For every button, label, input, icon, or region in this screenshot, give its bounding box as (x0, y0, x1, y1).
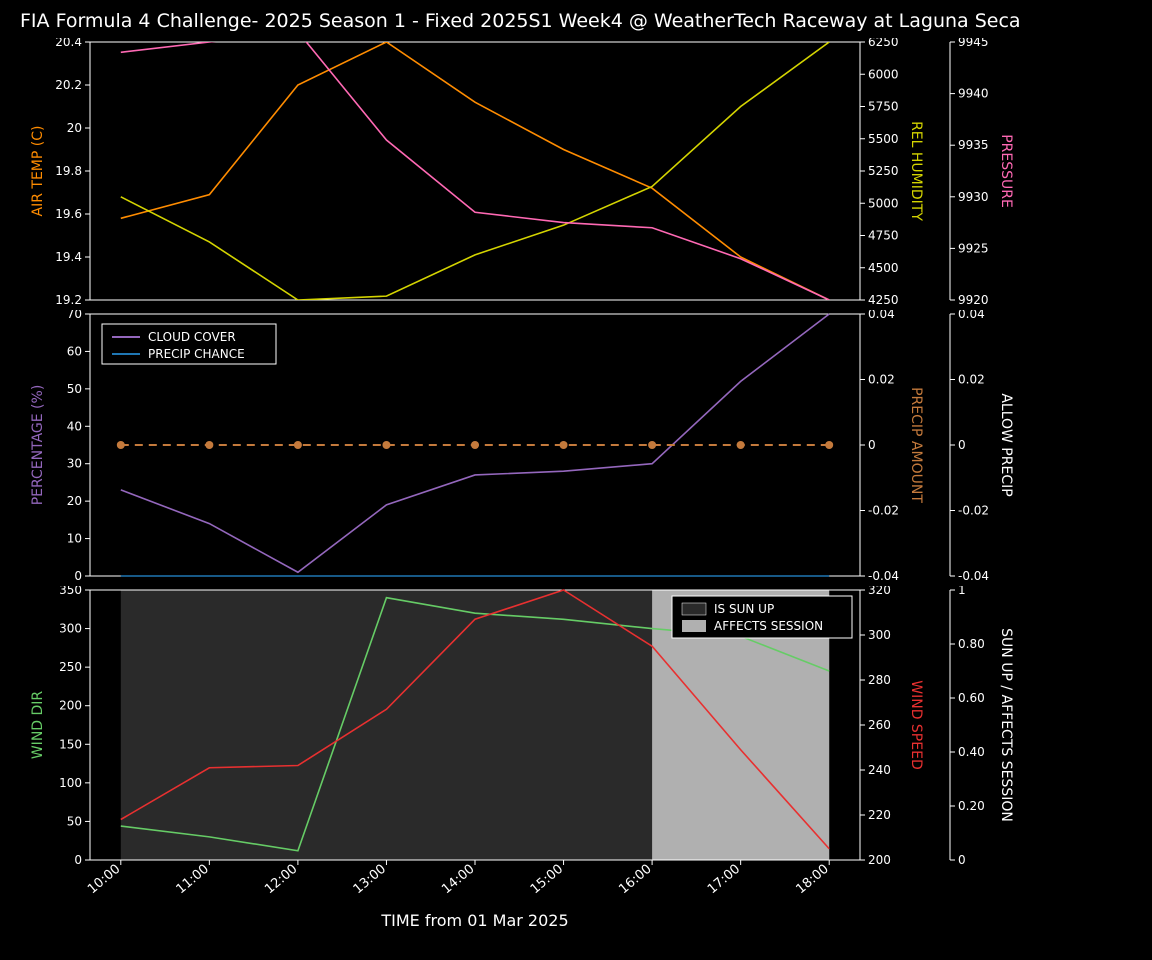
svg-text:10:00: 10:00 (85, 862, 123, 898)
svg-text:0.02: 0.02 (958, 373, 985, 387)
svg-text:IS SUN UP: IS SUN UP (714, 602, 774, 616)
svg-text:ALLOW PRECIP: ALLOW PRECIP (998, 393, 1014, 496)
svg-text:9930: 9930 (958, 190, 989, 204)
svg-text:12:00: 12:00 (262, 862, 300, 898)
svg-text:19.8: 19.8 (55, 164, 82, 178)
svg-text:5250: 5250 (868, 164, 899, 178)
svg-text:5500: 5500 (868, 132, 899, 146)
svg-text:11:00: 11:00 (174, 862, 212, 898)
panels-container: 19.2 19.4 19.6 19.8 20 20.2 20.4 AIR TEMP (C) 42… (0, 38, 1152, 954)
svg-text:300: 300 (868, 628, 891, 642)
svg-text:9920: 9920 (958, 293, 989, 304)
svg-text:150: 150 (59, 737, 82, 751)
svg-text:16:00: 16:00 (616, 862, 654, 898)
svg-text:0.40: 0.40 (958, 745, 985, 759)
svg-text:4250: 4250 (868, 293, 899, 304)
svg-text:100: 100 (59, 776, 82, 790)
svg-text:300: 300 (59, 622, 82, 636)
svg-text:0.04: 0.04 (958, 310, 985, 321)
svg-text:280: 280 (868, 673, 891, 687)
svg-text:40: 40 (67, 419, 82, 433)
svg-text:50: 50 (67, 382, 82, 396)
svg-text:-0.04: -0.04 (868, 569, 899, 580)
svg-text:0.20: 0.20 (958, 799, 985, 813)
svg-text:0.02: 0.02 (868, 373, 895, 387)
svg-text:260: 260 (868, 718, 891, 732)
svg-text:1: 1 (958, 586, 966, 597)
panel-2-cloud-precip: 0 10 20 30 40 50 60 70 PERCENTAGE (%) -0.04 -0.02 0… (10, 310, 1142, 580)
svg-text:9935: 9935 (958, 138, 989, 152)
svg-text:PRECIP CHANCE: PRECIP CHANCE (148, 347, 245, 361)
svg-text:AIR TEMP (C): AIR TEMP (C) (30, 126, 46, 217)
svg-text:200: 200 (59, 699, 82, 713)
svg-text:19.4: 19.4 (55, 250, 82, 264)
svg-text:TIME from 01 Mar 2025: TIME from 01 Mar 2025 (380, 911, 568, 930)
page-title: FIA Formula 4 Challenge- 2025 Season 1 -… (0, 0, 1152, 38)
svg-text:CLOUD COVER: CLOUD COVER (148, 330, 236, 344)
svg-text:200: 200 (868, 853, 891, 867)
svg-text:AFFECTS SESSION: AFFECTS SESSION (714, 619, 823, 633)
svg-text:14:00: 14:00 (439, 862, 477, 898)
svg-text:0.80: 0.80 (958, 637, 985, 651)
svg-text:9945: 9945 (958, 38, 989, 49)
panel-3-wind-sun: 0 50 100 150 200 250 300 350 WIND DIR 200 220 240 26… (10, 586, 1142, 948)
svg-text:10: 10 (67, 532, 82, 546)
svg-text:WIND DIR: WIND DIR (30, 691, 46, 760)
svg-text:350: 350 (59, 586, 82, 597)
svg-text:4750: 4750 (868, 229, 899, 243)
svg-text:30: 30 (67, 457, 82, 471)
svg-text:4500: 4500 (868, 261, 899, 275)
svg-text:PERCENTAGE (%): PERCENTAGE (%) (30, 385, 46, 506)
svg-text:SUN UP / AFFECTS SESSION: SUN UP / AFFECTS SESSION (998, 628, 1014, 822)
svg-text:18:00: 18:00 (793, 862, 831, 898)
svg-text:5750: 5750 (868, 100, 899, 114)
svg-text:17:00: 17:00 (705, 862, 743, 898)
svg-text:13:00: 13:00 (351, 862, 389, 898)
svg-text:70: 70 (67, 310, 82, 321)
svg-text:0: 0 (958, 438, 966, 452)
svg-text:20: 20 (67, 494, 82, 508)
svg-text:PRECIP AMOUNT: PRECIP AMOUNT (908, 387, 924, 503)
svg-text:REL HUMIDITY: REL HUMIDITY (908, 121, 924, 221)
svg-text:320: 320 (868, 586, 891, 597)
svg-text:240: 240 (868, 763, 891, 777)
svg-text:0: 0 (74, 853, 82, 867)
svg-text:6250: 6250 (868, 38, 899, 49)
svg-text:9940: 9940 (958, 87, 989, 101)
svg-text:0: 0 (868, 438, 876, 452)
svg-text:220: 220 (868, 808, 891, 822)
svg-text:250: 250 (59, 660, 82, 674)
svg-text:0.60: 0.60 (958, 691, 985, 705)
svg-text:19.6: 19.6 (55, 207, 82, 221)
svg-text:20.2: 20.2 (55, 78, 82, 92)
svg-text:50: 50 (67, 814, 82, 828)
svg-text:5000: 5000 (868, 196, 899, 210)
svg-text:0: 0 (74, 569, 82, 580)
svg-text:20: 20 (67, 121, 82, 135)
svg-text:-0.02: -0.02 (958, 504, 989, 518)
svg-text:19.2: 19.2 (55, 293, 82, 304)
svg-text:PRESSURE: PRESSURE (998, 134, 1014, 208)
svg-text:WIND SPEED: WIND SPEED (908, 680, 924, 769)
svg-text:15:00: 15:00 (528, 862, 566, 898)
svg-text:-0.02: -0.02 (868, 504, 899, 518)
panel-1-temp-humidity-pressure: 19.2 19.4 19.6 19.8 20 20.2 20.4 AIR TEMP (C) 42… (10, 38, 1142, 304)
svg-text:-0.04: -0.04 (958, 569, 989, 580)
svg-text:60: 60 (67, 344, 82, 358)
svg-text:9925: 9925 (958, 241, 989, 255)
svg-text:0: 0 (958, 853, 966, 867)
svg-text:6000: 6000 (868, 67, 899, 81)
svg-text:20.4: 20.4 (55, 38, 82, 49)
svg-text:0.04: 0.04 (868, 310, 895, 321)
